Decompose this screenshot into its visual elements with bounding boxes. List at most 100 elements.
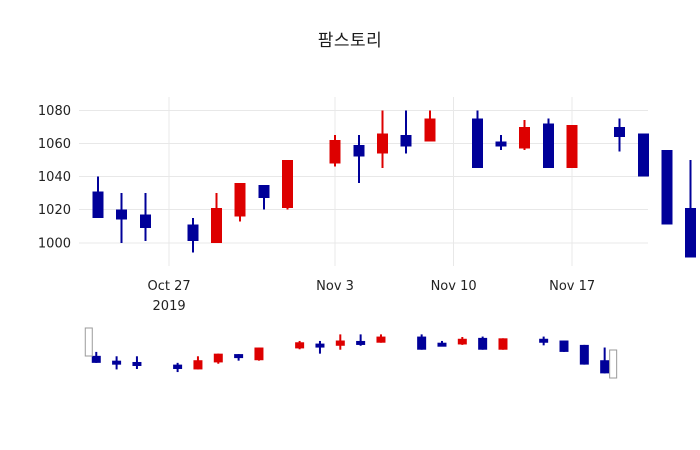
overview-candle-body xyxy=(91,355,101,363)
range-handle-left[interactable] xyxy=(84,327,93,357)
candlestick xyxy=(92,176,104,218)
y-axis-tick-label: 1000 xyxy=(38,236,71,251)
candlestick xyxy=(187,217,199,253)
main-price-axes: 1080 1060 1040 1020 1000 Oct 27 2019 Nov 3 Nov 1… xyxy=(38,97,697,314)
candlestick xyxy=(282,159,294,210)
main-price-plot: 1080 1060 1040 1020 1000 Oct 27 2019 Nov 3 Nov 1… xyxy=(38,97,697,314)
candle-body xyxy=(353,145,365,157)
overview-candle-body xyxy=(498,338,508,350)
overview-candle-body xyxy=(539,338,549,343)
candle-body xyxy=(495,141,507,147)
overview-candlestick xyxy=(254,347,264,361)
overview-candlestick xyxy=(335,334,345,350)
candlestick xyxy=(614,118,626,152)
overview-plot[interactable] xyxy=(0,318,700,408)
range-handle-right[interactable] xyxy=(609,349,618,379)
candle-body xyxy=(282,159,294,209)
candle-body xyxy=(400,135,412,147)
candle-body xyxy=(542,123,554,169)
overview-candle-body xyxy=(457,338,467,345)
overview-candle-body xyxy=(559,340,569,352)
overview-candle-body xyxy=(254,347,264,361)
overview-candle-wick xyxy=(359,334,362,346)
overview-candle-body xyxy=(335,340,345,346)
candlestick xyxy=(353,135,365,184)
candlestick xyxy=(116,193,128,243)
x-axis-tick-label: Nov 3 xyxy=(316,279,354,294)
candlestick xyxy=(139,193,151,242)
candle-body xyxy=(139,214,151,228)
overview-candlestick xyxy=(457,337,467,345)
candlestick xyxy=(329,135,341,167)
candlestick xyxy=(519,120,531,151)
candle-body xyxy=(566,125,578,169)
overview-candlestick xyxy=(539,336,549,346)
candle-body xyxy=(424,118,436,142)
candlestick xyxy=(542,118,554,169)
y-axis-tick-label: 1020 xyxy=(38,203,71,218)
candlestick xyxy=(495,135,507,151)
candle-body xyxy=(661,150,673,225)
gridlines xyxy=(79,97,648,266)
candle-body xyxy=(637,133,649,177)
overview-candle-body xyxy=(376,336,386,343)
overview-candle-body xyxy=(315,343,325,348)
overview-candlestick xyxy=(91,351,101,363)
candle-body xyxy=(519,126,531,149)
x-axis-tick-label: 2019 xyxy=(153,299,186,314)
candle-body xyxy=(329,140,341,164)
overview-candlestick xyxy=(579,344,589,365)
candlestick xyxy=(685,159,697,258)
overview-candle-body xyxy=(437,342,447,347)
candle-body xyxy=(92,191,104,218)
overview-candlestick xyxy=(132,356,142,369)
overview-candlestick xyxy=(417,334,427,350)
overview-candlestick xyxy=(295,340,305,350)
overview-candlestick xyxy=(600,347,610,374)
x-axis-ticks: Oct 27 2019 Nov 3 Nov 10 Nov 17 xyxy=(148,279,596,314)
candle-body xyxy=(211,208,223,243)
candlestick xyxy=(234,183,246,222)
candlestick xyxy=(400,110,412,154)
candle-body xyxy=(187,224,199,242)
overview-candlestick xyxy=(173,362,183,373)
y-axis-tick-label: 1040 xyxy=(38,170,71,185)
y-axis-tick-label: 1080 xyxy=(38,104,71,119)
overview-candle-body xyxy=(295,342,305,349)
candle-wick xyxy=(405,110,408,154)
overview-candle-body xyxy=(173,364,183,369)
x-axis-tick-label: Oct 27 xyxy=(148,279,191,294)
candlestick xyxy=(424,110,436,142)
x-axis-tick-label: Nov 17 xyxy=(549,279,595,294)
overview-candlestick xyxy=(234,354,244,361)
overview-candle-body xyxy=(112,360,122,365)
overview-candlestick xyxy=(193,356,203,370)
overview-candlestick xyxy=(478,336,488,350)
candles xyxy=(92,110,697,258)
overview-candle-body xyxy=(132,361,142,366)
candle-body xyxy=(258,184,270,199)
overview-candlestick xyxy=(315,340,325,354)
candle-body xyxy=(376,133,388,154)
overview-candlestick xyxy=(112,356,122,370)
overview-candle-body xyxy=(213,353,223,363)
overview-candle-body xyxy=(579,344,589,365)
overview-candlestick xyxy=(437,340,447,347)
candlestick xyxy=(637,133,649,177)
y-axis-tick-label: 1060 xyxy=(38,137,71,152)
y-axis-ticks: 1080 1060 1040 1020 1000 xyxy=(38,104,71,252)
candlestick xyxy=(211,193,223,243)
overview-selection xyxy=(84,327,618,379)
overview-candles xyxy=(91,334,610,374)
candlestick xyxy=(661,150,673,225)
overview-candlestick xyxy=(213,353,223,364)
candle-wick xyxy=(357,135,360,184)
candle-body xyxy=(234,183,246,217)
overview-axes xyxy=(0,318,700,408)
overview-candle-body xyxy=(417,336,427,350)
candlestick xyxy=(376,110,388,169)
chart-title: 팜스토리 xyxy=(317,31,383,51)
overview-candlestick xyxy=(498,338,508,350)
candle-body xyxy=(116,209,128,220)
